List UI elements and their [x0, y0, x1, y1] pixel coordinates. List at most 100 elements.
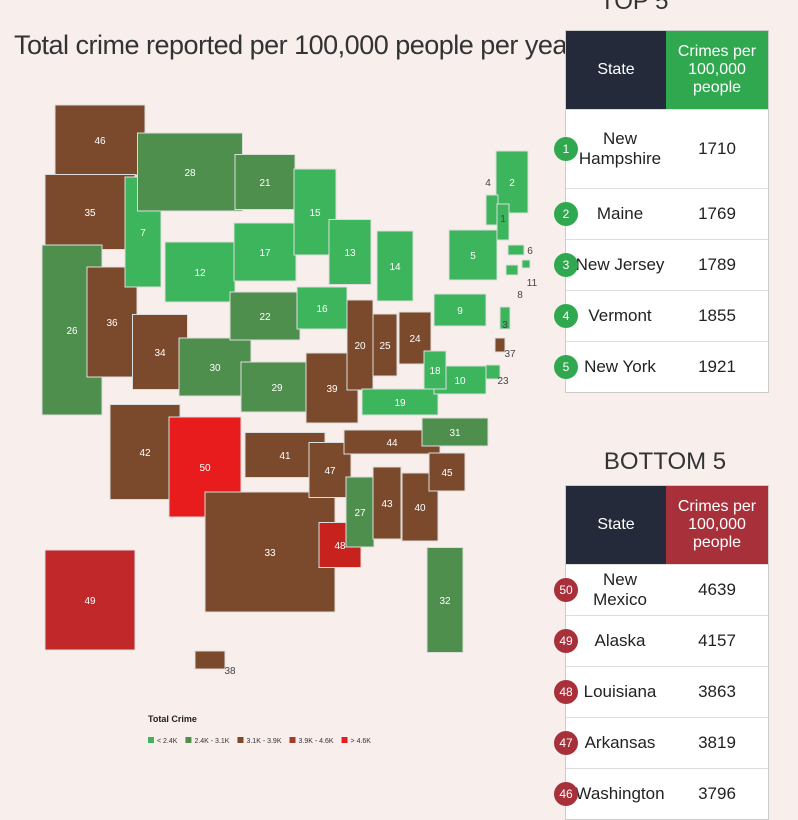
- state-rank: 48: [334, 541, 346, 552]
- table-row: 5 New York 1921: [554, 341, 768, 392]
- crime-value: 4639: [698, 580, 736, 599]
- map: 4635263672812344230502117222941331516394…: [41, 104, 538, 745]
- table-row: 2 Maine 1769: [554, 188, 768, 239]
- table-header: State Crimes per 100,000 people: [566, 31, 768, 109]
- legend-label: < 2.4K: [157, 738, 178, 745]
- state-shape: [328, 219, 372, 285]
- state-rank: 20: [354, 341, 366, 352]
- state-shape: [361, 388, 439, 416]
- legend-label: 2.4K - 3.1K: [194, 738, 229, 745]
- ranking-table: State Crimes per 100,000 people 50 New Mexi…: [554, 485, 769, 820]
- state-shape: [494, 337, 506, 353]
- rank-badge: 2: [554, 202, 578, 226]
- state-name: Arkansas: [584, 733, 656, 752]
- state-shape: [178, 337, 252, 397]
- state-rank: 31: [449, 428, 461, 439]
- table-row: 4 Vermont 1855: [554, 290, 768, 341]
- state-rank: 38: [224, 666, 236, 677]
- state-shape: [194, 650, 226, 670]
- legend-label: 3.1K - 3.9K: [246, 738, 281, 745]
- state-shape: [499, 306, 511, 330]
- legend-swatch: [148, 737, 154, 743]
- state-rank: 21: [259, 178, 271, 189]
- state-rank: 23: [497, 376, 509, 387]
- state-shape: [345, 476, 375, 548]
- state-shape: [521, 259, 531, 269]
- state-rank: 32: [439, 596, 451, 607]
- state-rank: 44: [386, 438, 398, 449]
- table-row: 1 New Hampshire 1710: [554, 109, 768, 188]
- state-rank: 13: [344, 248, 356, 259]
- state-rank: 6: [527, 246, 533, 257]
- state-rank: 25: [379, 341, 391, 352]
- state-rank: 9: [457, 306, 463, 317]
- rank-badge: 49: [554, 629, 578, 653]
- rank-badge: 46: [554, 782, 578, 806]
- state-name: Washington: [575, 784, 665, 803]
- rank-badge: 47: [554, 731, 578, 755]
- state-rank: 41: [279, 451, 291, 462]
- state-name: Alaska: [594, 631, 646, 650]
- rank-badge: 3: [554, 253, 578, 277]
- state-shape: [433, 293, 487, 327]
- state-shape: [164, 241, 236, 303]
- state-name: Vermont: [588, 306, 652, 325]
- state-rank: 1: [500, 214, 506, 225]
- title: Total crime reported per 100,000 people …: [14, 30, 576, 60]
- state-rank: 45: [441, 468, 453, 479]
- table-row: 48 Louisiana 3863: [554, 666, 768, 717]
- state-rank: 28: [184, 168, 196, 179]
- state-rank: 47: [324, 466, 336, 477]
- state-rank: 22: [259, 312, 271, 323]
- state-shape: [448, 229, 498, 281]
- state-rank: 49: [84, 596, 96, 607]
- state-shape: [234, 154, 296, 210]
- state-rank: 42: [139, 448, 151, 459]
- legend-label: > 4.6K: [351, 738, 372, 745]
- state-name: New Mexico: [593, 570, 647, 609]
- crime-value: 3819: [698, 733, 736, 752]
- rank-badge: 50: [554, 578, 578, 602]
- state-shape: [132, 314, 188, 390]
- header-cell: Crimes per 100,000 people: [666, 486, 768, 564]
- state-shape: [240, 361, 314, 413]
- state-rank: 40: [414, 503, 426, 514]
- state-shape: [376, 230, 414, 302]
- state-rank: 37: [504, 349, 516, 360]
- table-header: State Crimes per 100,000 people: [566, 486, 768, 564]
- state-rank: 46: [94, 136, 106, 147]
- state-shape: [346, 299, 374, 391]
- table-row: 50 New Mexico 4639: [554, 564, 768, 615]
- state-rank: 35: [84, 208, 96, 219]
- state-shape: [428, 452, 466, 492]
- state-rank: 8: [517, 290, 523, 301]
- crime-value: 3796: [698, 784, 736, 803]
- state-shape: [137, 132, 243, 212]
- legend-swatch: [341, 737, 348, 743]
- state-rank: 24: [409, 334, 421, 345]
- state-rank: 5: [470, 251, 476, 262]
- bottom-heading: BOTTOM 5: [603, 448, 727, 475]
- state-rank: 4: [485, 178, 491, 189]
- state-shape: [54, 104, 146, 176]
- ranking-table: State Crimes per 100,000 people 1 New Hamps…: [554, 30, 769, 393]
- legend-swatch: [185, 737, 192, 743]
- state-shape: [372, 466, 402, 540]
- table-row: 49 Alaska 4157: [554, 615, 768, 666]
- legend-swatch: [289, 737, 296, 743]
- state-shape: [496, 203, 510, 241]
- crime-value: 3863: [698, 682, 736, 701]
- crime-value: 1710: [698, 139, 736, 158]
- state-rank: 29: [271, 383, 283, 394]
- state-shape: [505, 264, 519, 276]
- header-cell: State: [566, 31, 666, 109]
- state-shape: [423, 350, 447, 390]
- state-name: New Hampshire: [578, 129, 662, 168]
- state-shape: [44, 174, 136, 250]
- rank-badge: 1: [554, 137, 578, 161]
- state-shape: [204, 491, 336, 613]
- state-shape: [485, 364, 501, 380]
- state-shape: [233, 222, 297, 282]
- state-rank: 12: [194, 268, 206, 279]
- rank-badge: 48: [554, 680, 578, 704]
